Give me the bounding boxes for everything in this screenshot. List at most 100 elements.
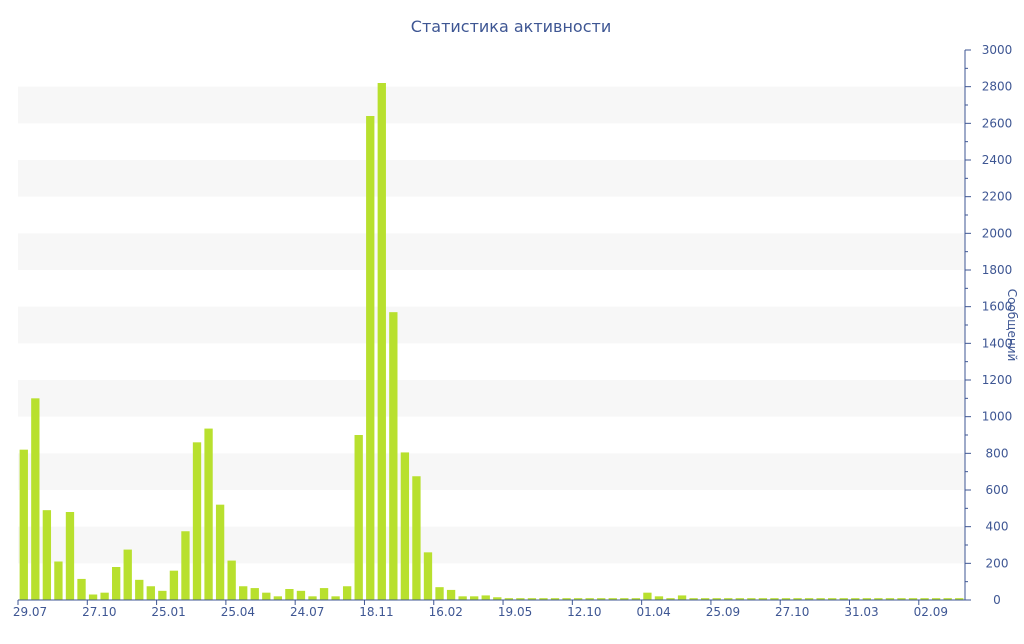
grid-band [18, 160, 965, 197]
bar [158, 590, 167, 600]
bar [585, 598, 594, 600]
bar [781, 598, 791, 600]
bar [227, 560, 236, 600]
y-axis: 0 200 400 600 800 1000 1200 1400 1600 1800 2000 220… [964, 43, 1013, 607]
x-axis: 29.07 27.10 25.01 25.04 24.07 18.11 16.02 19.05… [13, 599, 965, 619]
bar [874, 598, 883, 600]
x-tick-label: 25.01 [151, 605, 185, 619]
bar [712, 598, 721, 600]
x-tick-label: 31.03 [844, 605, 878, 619]
bar [192, 442, 202, 600]
bar [331, 596, 340, 600]
bar [435, 587, 444, 600]
bar [735, 598, 744, 600]
y-tick-label: 1200 [982, 373, 1013, 387]
x-tick-label: 27.10 [82, 605, 116, 619]
bar [481, 595, 490, 600]
bar [308, 596, 317, 600]
bar [851, 598, 860, 600]
x-tick-label: 19.05 [498, 605, 532, 619]
bar [239, 586, 248, 600]
y-tick-label: 400 [986, 520, 1009, 534]
y-tick-label: 1800 [982, 263, 1013, 277]
bar [828, 598, 837, 600]
bar [296, 590, 306, 600]
bar [816, 598, 825, 600]
y-tick-label: 1000 [982, 410, 1013, 424]
bar [181, 531, 190, 600]
bar [955, 598, 964, 600]
x-tick-label: 25.09 [706, 605, 740, 619]
bar [758, 598, 768, 600]
bar [215, 504, 225, 600]
bar [597, 598, 606, 600]
grid-band [18, 86, 965, 124]
bar [908, 598, 918, 600]
y-tick-label: 800 [986, 446, 1009, 460]
bar [377, 83, 386, 600]
bar [516, 598, 525, 600]
bar [250, 588, 259, 600]
grid-band [18, 380, 965, 417]
bar [666, 598, 675, 600]
y-tick-label: 2600 [982, 116, 1013, 130]
x-tick-label: 27.10 [775, 605, 809, 619]
bar [804, 598, 814, 600]
bar [654, 596, 664, 600]
bar [42, 510, 52, 600]
y-tick-label: 2200 [982, 190, 1013, 204]
bar [319, 588, 329, 600]
bar [550, 598, 560, 600]
bar [700, 598, 710, 600]
bar [885, 598, 895, 600]
bar [31, 398, 40, 600]
bar [204, 428, 213, 600]
bar [527, 598, 537, 600]
y-axis-title: Сообщений [1005, 289, 1019, 362]
bar [135, 579, 144, 600]
x-tick-label: 18.11 [359, 605, 393, 619]
bar [608, 598, 617, 600]
bar [931, 598, 941, 600]
x-tick-label: 12.10 [567, 605, 601, 619]
y-tick-label: 2800 [982, 80, 1013, 94]
bar [389, 312, 398, 600]
bar [677, 595, 687, 600]
bar [573, 598, 583, 600]
bar [366, 116, 375, 600]
bar [19, 449, 28, 600]
y-tick-label: 600 [986, 483, 1009, 497]
y-tick-label: 2000 [982, 226, 1013, 240]
bar [100, 592, 109, 600]
y-tick-label: 3000 [982, 43, 1013, 57]
bar [504, 598, 513, 600]
bar [285, 589, 294, 600]
bar [458, 596, 467, 600]
bar [77, 578, 86, 600]
bar [412, 476, 421, 600]
grid-bands [18, 86, 965, 564]
bar [839, 598, 848, 600]
bar [169, 570, 179, 600]
bar [65, 512, 75, 600]
bar [273, 596, 283, 600]
bar [354, 435, 363, 600]
grid-band [18, 306, 965, 344]
bar [862, 598, 871, 600]
x-tick-label: 29.07 [13, 605, 47, 619]
grid-band [18, 526, 965, 564]
grid-band [18, 233, 965, 270]
bar [643, 592, 652, 600]
bar [539, 598, 548, 600]
bar-series [19, 83, 964, 600]
y-tick-label: 1400 [982, 336, 1013, 350]
bar [620, 598, 629, 600]
bar [770, 598, 779, 600]
bar [112, 567, 121, 600]
x-tick-label: 01.04 [636, 605, 670, 619]
bar [446, 589, 456, 600]
bar [724, 598, 733, 600]
x-tick-label: 24.07 [290, 605, 324, 619]
